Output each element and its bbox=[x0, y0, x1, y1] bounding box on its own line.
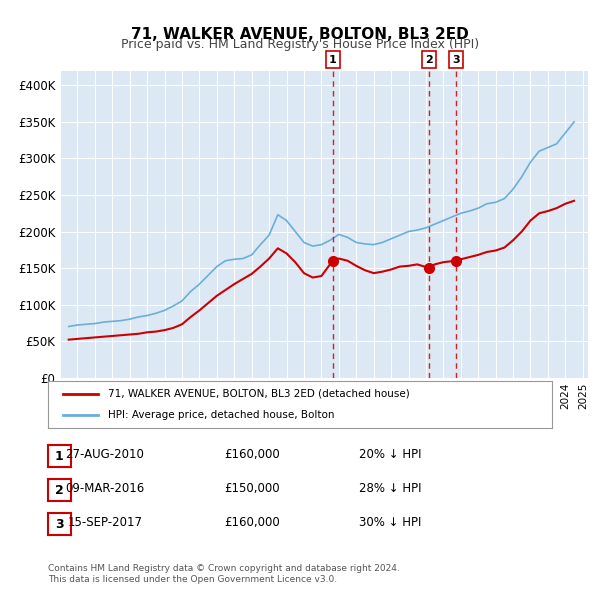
Text: 2: 2 bbox=[425, 55, 433, 65]
Text: This data is licensed under the Open Government Licence v3.0.: This data is licensed under the Open Gov… bbox=[48, 575, 337, 584]
Text: 27-AUG-2010: 27-AUG-2010 bbox=[65, 448, 145, 461]
Text: 1: 1 bbox=[329, 55, 337, 65]
Text: 1: 1 bbox=[55, 450, 64, 463]
Text: 20% ↓ HPI: 20% ↓ HPI bbox=[359, 448, 421, 461]
Text: 15-SEP-2017: 15-SEP-2017 bbox=[67, 516, 143, 529]
Text: 3: 3 bbox=[452, 55, 460, 65]
Text: 28% ↓ HPI: 28% ↓ HPI bbox=[359, 482, 421, 495]
Text: 2: 2 bbox=[55, 484, 64, 497]
Text: 71, WALKER AVENUE, BOLTON, BL3 2ED: 71, WALKER AVENUE, BOLTON, BL3 2ED bbox=[131, 27, 469, 41]
Text: 09-MAR-2016: 09-MAR-2016 bbox=[65, 482, 145, 495]
Text: 30% ↓ HPI: 30% ↓ HPI bbox=[359, 516, 421, 529]
Text: HPI: Average price, detached house, Bolton: HPI: Average price, detached house, Bolt… bbox=[109, 409, 335, 419]
Text: 3: 3 bbox=[55, 517, 64, 530]
Text: 71, WALKER AVENUE, BOLTON, BL3 2ED (detached house): 71, WALKER AVENUE, BOLTON, BL3 2ED (deta… bbox=[109, 389, 410, 399]
Text: Price paid vs. HM Land Registry's House Price Index (HPI): Price paid vs. HM Land Registry's House … bbox=[121, 38, 479, 51]
Text: Contains HM Land Registry data © Crown copyright and database right 2024.: Contains HM Land Registry data © Crown c… bbox=[48, 565, 400, 573]
Text: £160,000: £160,000 bbox=[224, 516, 280, 529]
Text: £160,000: £160,000 bbox=[224, 448, 280, 461]
Text: £150,000: £150,000 bbox=[224, 482, 280, 495]
